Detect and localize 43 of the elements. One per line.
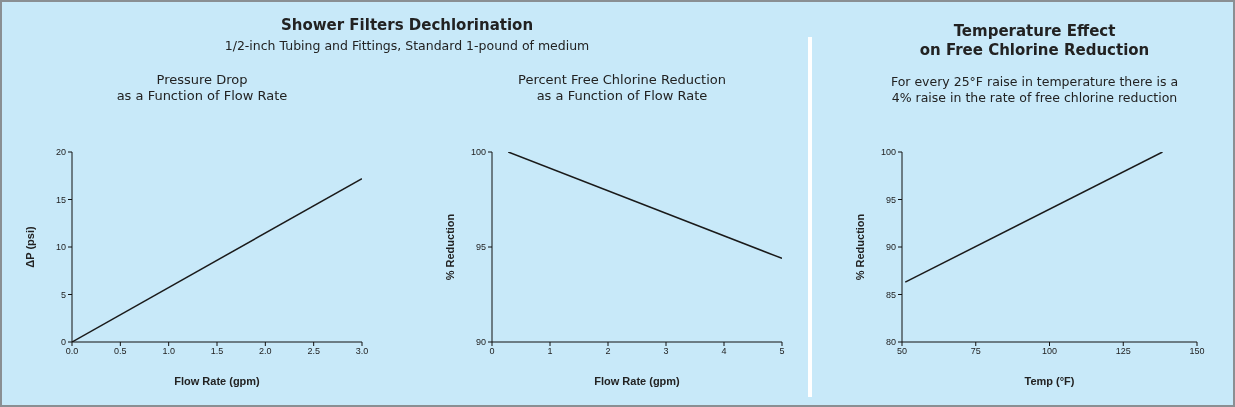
y-tick-label: 95 <box>885 194 896 205</box>
x-tick-label: 2.0 <box>259 346 272 357</box>
x-tick-label: 1 <box>547 346 553 357</box>
y-tick-label: 15 <box>55 194 66 205</box>
y-tick-label: 10 <box>55 242 66 253</box>
y-tick-label: 100 <box>880 147 896 158</box>
x-tick-label: 2.5 <box>307 346 320 357</box>
x-tick-label: 4 <box>721 346 727 357</box>
text: 1/2-inch Tubing and Fittings, Standard 1-pound of medium <box>223 38 591 53</box>
x-tick-label: 3.0 <box>355 346 369 357</box>
y-tick-label: 95 <box>475 242 486 253</box>
x-tick-label: 125 <box>1115 346 1131 357</box>
y-axis-title: ΔP (psi) <box>23 226 36 268</box>
x-tick-label: 5 <box>779 346 785 357</box>
y-tick-label: 90 <box>475 337 486 348</box>
y-tick-label: 85 <box>885 289 896 300</box>
y-axis-title: % Reduction <box>853 213 866 281</box>
y-tick-label: 0 <box>60 337 66 348</box>
text: Shower Filters Dechlorination <box>279 16 535 34</box>
chart-title: Pressure Drop as a Function of Flow Rate <box>115 72 289 105</box>
x-tick-label: 0.5 <box>114 346 127 357</box>
x-tick-label: 100 <box>1041 346 1058 357</box>
y-tick-label: 80 <box>885 337 896 348</box>
x-axis-title: Temp (°F) <box>1024 375 1075 387</box>
x-axis-title: Flow Rate (gpm) <box>594 375 681 387</box>
x-tick-label: 3 <box>663 346 669 357</box>
y-axis-title: % Reduction <box>443 213 456 281</box>
x-axis-title: Flow Rate (gpm) <box>174 375 261 387</box>
x-tick-label: 150 <box>1189 346 1205 357</box>
y-tick-label: 90 <box>885 242 896 253</box>
y-tick-label: 100 <box>470 147 486 158</box>
x-tick-label: 1.5 <box>210 346 224 357</box>
y-tick-label: 20 <box>55 147 66 158</box>
chart-title: Percent Free Chlorine Reduction as a Function of Flow Rate <box>517 72 727 105</box>
x-tick-label: 0.0 <box>65 346 79 357</box>
y-tick-label: 5 <box>60 289 66 300</box>
x-tick-label: 50 <box>896 346 908 357</box>
x-tick-label: 2 <box>605 346 611 357</box>
chart-title: Temperature Effect on Free Chlorine Reduction <box>918 22 1151 60</box>
x-tick-label: 75 <box>970 346 981 357</box>
x-tick-label: 1.0 <box>162 346 175 357</box>
x-tick-label: 0 <box>489 346 495 357</box>
chart-subtitle: For every 25°F raise in temperature there is a 4% raise in the rate of free chlorine reduction <box>889 74 1180 107</box>
